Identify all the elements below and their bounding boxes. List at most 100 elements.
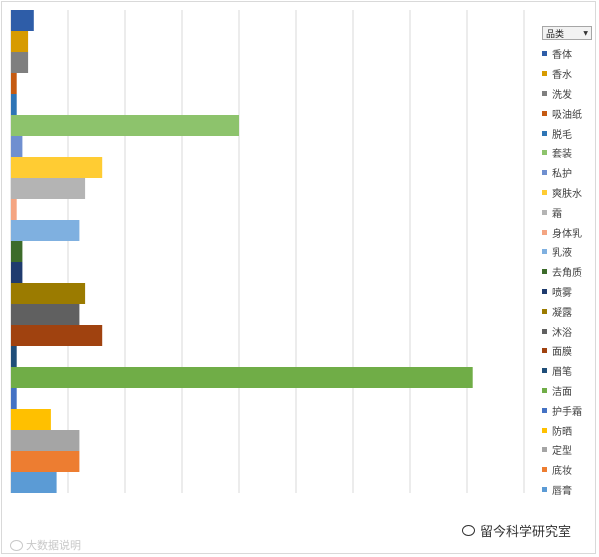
bar-3[interactable]: [11, 52, 29, 73]
chevron-down-icon[interactable]: ▼: [583, 29, 588, 37]
legend-item[interactable]: 香体: [542, 44, 598, 64]
legend-label: 香水: [552, 70, 572, 82]
legend-swatch: [542, 328, 547, 334]
legend-swatch: [542, 486, 547, 492]
legend-swatch: [542, 249, 547, 255]
bar-22[interactable]: [11, 451, 80, 472]
legend-swatch: [542, 209, 547, 215]
legend-label: 防晒: [552, 426, 572, 438]
bar-17[interactable]: [11, 346, 17, 367]
legend-swatch: [542, 447, 547, 453]
legend-item[interactable]: 霜: [542, 202, 598, 222]
legend-label: 眉笔: [552, 367, 572, 379]
bar-10[interactable]: [11, 199, 17, 220]
legend-label: 喷雾: [552, 287, 572, 299]
bar-14[interactable]: [11, 283, 86, 304]
legend-item[interactable]: 防晒: [542, 420, 598, 440]
watermark-logo-icon: [10, 539, 23, 551]
legend-item[interactable]: 面膜: [542, 341, 598, 361]
legend-item[interactable]: 去角质: [542, 262, 598, 282]
legend-label: 吸油纸: [552, 109, 582, 121]
legend-title: 品类: [546, 29, 565, 40]
legend-swatch: [542, 348, 547, 354]
legend-swatch: [542, 269, 547, 275]
legend-swatch: [542, 427, 547, 433]
watermark-right-text: 留今科学研究室: [480, 525, 572, 540]
legend-label: 洗发: [552, 89, 572, 101]
watermark-right: 留今科学研究室: [462, 521, 571, 540]
legend-swatch: [542, 387, 547, 393]
legend-label: 身体乳: [552, 228, 582, 240]
legend-item[interactable]: 护手霜: [542, 400, 598, 420]
legend-swatch: [542, 467, 547, 473]
bar-7[interactable]: [11, 136, 23, 157]
bar-12[interactable]: [11, 241, 23, 262]
legend-swatch: [542, 407, 547, 413]
legend: 品类 ▼ 香体香水洗发吸油纸脱毛套装私护爽肤水霜身体乳乳液去角质喷雾凝露沐浴面膜…: [542, 26, 598, 499]
legend-item[interactable]: 爽肤水: [542, 183, 598, 203]
bar-6[interactable]: [11, 115, 239, 136]
legend-item[interactable]: 香水: [542, 64, 598, 84]
legend-swatch: [542, 110, 547, 116]
bar-11[interactable]: [11, 220, 80, 241]
bar-1[interactable]: [11, 10, 34, 31]
legend-item[interactable]: 底妆: [542, 460, 598, 480]
legend-label: 脱毛: [552, 129, 572, 141]
legend-item[interactable]: 吸油纸: [542, 103, 598, 123]
legend-item[interactable]: 私护: [542, 163, 598, 183]
legend-item[interactable]: 凝露: [542, 301, 598, 321]
legend-label: 霜: [552, 208, 562, 220]
legend-item[interactable]: 洁面: [542, 381, 598, 401]
legend-swatch: [542, 368, 547, 374]
legend-label: 唇膏: [552, 485, 572, 497]
legend-item[interactable]: 身体乳: [542, 222, 598, 242]
legend-item[interactable]: 唇膏: [542, 480, 598, 500]
legend-label: 乳液: [552, 248, 572, 260]
legend-swatch: [542, 170, 547, 176]
legend-item[interactable]: 喷雾: [542, 282, 598, 302]
legend-label: 凝露: [552, 307, 572, 319]
watermark-left: 大数据说明: [10, 537, 81, 553]
legend-label: 定型: [552, 446, 572, 458]
legend-label: 沐浴: [552, 327, 572, 339]
bar-19[interactable]: [11, 388, 17, 409]
plot-area: [10, 10, 525, 493]
legend-swatch: [542, 71, 547, 77]
legend-label: 底妆: [552, 466, 572, 478]
bar-2[interactable]: [11, 31, 29, 52]
bar-4[interactable]: [11, 73, 17, 94]
legend-swatch: [542, 150, 547, 156]
bar-9[interactable]: [11, 178, 86, 199]
legend-swatch: [542, 308, 547, 314]
legend-items: 香体香水洗发吸油纸脱毛套装私护爽肤水霜身体乳乳液去角质喷雾凝露沐浴面膜眉笔洁面护…: [542, 44, 598, 499]
legend-label: 香体: [552, 50, 572, 62]
bar-8[interactable]: [11, 157, 103, 178]
legend-item[interactable]: 眉笔: [542, 361, 598, 381]
bar-18[interactable]: [11, 367, 473, 388]
legend-label: 私护: [552, 169, 572, 181]
legend-item[interactable]: 洗发: [542, 84, 598, 104]
legend-label: 护手霜: [552, 406, 582, 418]
legend-item[interactable]: 沐浴: [542, 321, 598, 341]
bar-20[interactable]: [11, 409, 51, 430]
legend-label: 去角质: [552, 268, 582, 280]
legend-item[interactable]: 乳液: [542, 242, 598, 262]
legend-swatch: [542, 51, 547, 57]
legend-item[interactable]: 定型: [542, 440, 598, 460]
legend-swatch: [542, 90, 547, 96]
legend-item[interactable]: 套装: [542, 143, 598, 163]
legend-filter-dropdown[interactable]: 品类 ▼: [542, 26, 592, 40]
bar-21[interactable]: [11, 430, 80, 451]
bar-5[interactable]: [11, 94, 17, 115]
bar-15[interactable]: [11, 304, 80, 325]
legend-swatch: [542, 130, 547, 136]
legend-swatch: [542, 288, 547, 294]
bar-16[interactable]: [11, 325, 103, 346]
legend-swatch: [542, 229, 547, 235]
bar-13[interactable]: [11, 262, 23, 283]
legend-item[interactable]: 脱毛: [542, 123, 598, 143]
bar-23[interactable]: [11, 472, 57, 493]
legend-label: 面膜: [552, 347, 572, 359]
watermark-left-text: 大数据说明: [26, 539, 81, 552]
